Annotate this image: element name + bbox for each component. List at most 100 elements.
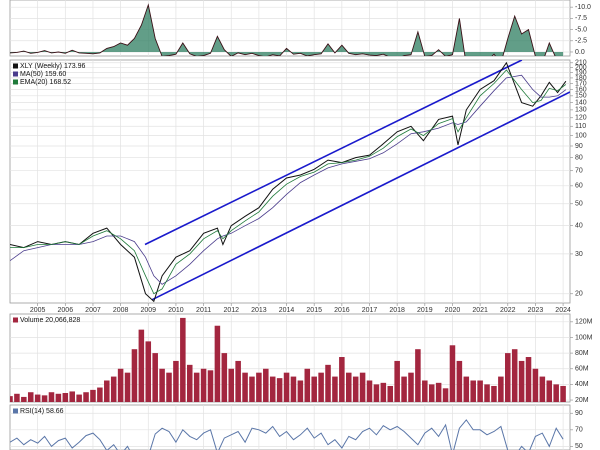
bar (110, 376, 117, 402)
bar (346, 372, 352, 402)
bar (428, 384, 435, 402)
bar (373, 384, 380, 402)
bar (186, 364, 193, 402)
y-tick-label: 100M (575, 334, 593, 341)
bar (304, 368, 311, 402)
bar (491, 385, 497, 402)
bar (394, 360, 400, 402)
x-tick-label: 2011 (196, 307, 211, 314)
bar (422, 380, 428, 402)
bar (401, 376, 407, 402)
bar (276, 378, 283, 402)
line (10, 3, 556, 56)
bar (311, 376, 317, 402)
bar (318, 372, 324, 402)
bar (256, 372, 262, 402)
bar (131, 349, 138, 402)
bar (505, 353, 511, 402)
bar (532, 368, 539, 402)
bar (263, 368, 269, 402)
y-tick-label: 160 (575, 86, 587, 93)
x-tick-label: 2014 (279, 307, 295, 314)
bar (366, 380, 373, 402)
y-tick-label: 140 (575, 99, 587, 106)
x-tick-label: 2019 (417, 307, 433, 314)
bar (463, 376, 470, 402)
bar (283, 372, 290, 402)
y-tick-label: 30 (575, 251, 583, 258)
bar (456, 360, 463, 402)
bar (449, 345, 456, 402)
bar (221, 353, 228, 402)
bar (228, 368, 234, 402)
x-tick-label: 2012 (223, 307, 239, 314)
y-tick-label: 80M (575, 350, 589, 357)
x-tick-label: 2008 (113, 307, 129, 314)
plot-area (10, 405, 570, 450)
bar (539, 376, 546, 402)
legend-swatch (13, 408, 18, 414)
bar (14, 393, 20, 402)
bar (55, 393, 62, 402)
y-tick-label: 120M (575, 319, 593, 326)
plot-area (10, 314, 570, 402)
y-tick-label: 70 (575, 168, 583, 175)
plot-area (10, 0, 570, 56)
line (10, 74, 567, 285)
bar (76, 394, 82, 402)
bar (511, 349, 518, 402)
legend-swatch (13, 79, 18, 85)
bar (83, 392, 89, 402)
y-tick-label: 190 (575, 69, 587, 76)
bar (27, 392, 34, 402)
bar (180, 317, 186, 402)
bar (435, 382, 442, 402)
bar (214, 325, 221, 402)
y-tick-label: 210 (575, 60, 587, 67)
legend-label: MA(50) 159.60 (20, 71, 66, 78)
bar (193, 372, 200, 402)
y-tick-label: 90 (575, 143, 583, 150)
bar (138, 329, 145, 402)
panel (9, 404, 571, 450)
bar (34, 394, 41, 402)
bar (290, 376, 297, 402)
y-tick-label: 170 (575, 80, 587, 87)
x-tick-label: 2009 (140, 307, 156, 314)
bar (249, 376, 255, 402)
y-tick-label: 180 (575, 75, 587, 82)
y-tick-label: -2.5 (575, 38, 587, 45)
y-tick-label: 90 (575, 410, 583, 417)
x-tick-label: 2024 (555, 307, 571, 314)
bar (90, 389, 96, 402)
bar (339, 357, 345, 402)
legend-swatch (13, 71, 18, 77)
trendline (151, 91, 570, 301)
bar (10, 396, 13, 402)
bar (560, 385, 566, 402)
bar (41, 395, 48, 402)
bar (332, 376, 338, 402)
x-tick-label: 2018 (389, 307, 405, 314)
bar (235, 360, 241, 402)
legend-label: XLY (Weekly) 173.96 (20, 63, 85, 70)
bar (173, 360, 179, 402)
bar (387, 385, 394, 402)
y-tick-label: 100 (575, 132, 587, 139)
bar (470, 380, 476, 402)
y-tick-label: 50 (575, 201, 583, 208)
bar (152, 353, 158, 402)
legend-swatch (13, 63, 18, 69)
area (10, 4, 564, 56)
x-tick-label: 2022 (500, 307, 516, 314)
bar (498, 376, 504, 402)
y-tick-label: 50 (575, 443, 583, 450)
bar (62, 393, 69, 402)
bar (380, 382, 387, 402)
bar (546, 380, 553, 402)
panel (9, 0, 571, 57)
bar (200, 368, 207, 402)
bar (97, 387, 103, 402)
bar (117, 368, 124, 402)
